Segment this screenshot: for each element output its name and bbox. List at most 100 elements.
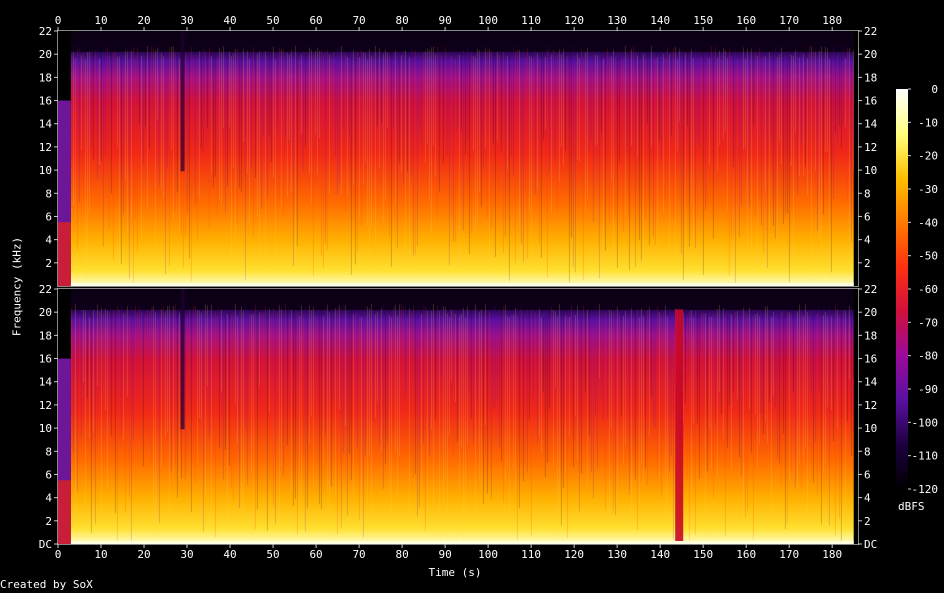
x-tick-label-bottom: 10: [94, 548, 107, 561]
x-tick-label-bottom: 60: [309, 548, 322, 561]
y-tick-label-right: 6: [864, 210, 871, 223]
colorbar-tick-label: -10: [918, 116, 938, 129]
plot-border: [57, 30, 859, 287]
x-tick-label-bottom: 170: [779, 548, 799, 561]
x-tick-label-bottom: 130: [607, 548, 627, 561]
y-tick-label-left: 4: [45, 492, 52, 505]
x-tick-label-top: 30: [180, 14, 193, 27]
y-tick-label-right: 8: [864, 445, 871, 458]
x-tick-label-bottom: 70: [352, 548, 365, 561]
y-tick-label-right: 16: [864, 353, 877, 366]
colorbar-tick-label: -90: [918, 383, 938, 396]
y-tick-label-left: 8: [45, 445, 52, 458]
colorbar-tick-label: -110: [912, 450, 939, 463]
y-tick-label-left: 20: [39, 306, 52, 319]
credit-text: Created by SoX: [0, 578, 93, 591]
y-tick-label-left: 8: [45, 187, 52, 200]
x-tick-label-top: 160: [736, 14, 756, 27]
y-tick-label-left: 22: [39, 283, 52, 296]
x-tick-label-top: 140: [650, 14, 670, 27]
x-tick-label-top: 110: [521, 14, 541, 27]
x-tick-label-bottom: 100: [478, 548, 498, 561]
x-tick-label-bottom: 160: [736, 548, 756, 561]
x-tick-label-bottom: 180: [822, 548, 842, 561]
x-axis-label: Time (s): [428, 566, 482, 579]
y-tick-label-right: 22: [864, 25, 877, 38]
y-tick-label-right: 20: [864, 48, 877, 61]
x-tick-label-bottom: 0: [55, 548, 62, 561]
dc-line: [70, 541, 854, 544]
colorbar-tick-label: -80: [918, 350, 938, 363]
y-tick-label-left: 18: [39, 71, 52, 84]
x-tick-label-top: 0: [55, 14, 62, 27]
y-tick-label-left: 12: [39, 399, 52, 412]
x-tick-label-top: 10: [94, 14, 107, 27]
y-tick-label-left: 10: [39, 164, 52, 177]
x-tick-label-top: 180: [822, 14, 842, 27]
y-tick-label-right: DC: [864, 538, 877, 551]
y-tick-label-left: 18: [39, 329, 52, 342]
y-tick-label-left: 10: [39, 422, 52, 435]
x-tick-label-bottom: 20: [137, 548, 150, 561]
x-tick-label-top: 60: [309, 14, 322, 27]
x-tick-label-bottom: 80: [395, 548, 408, 561]
y-tick-label-left: 2: [45, 257, 52, 270]
y-tick-label-right: 20: [864, 306, 877, 319]
y-tick-label-left: 4: [45, 234, 52, 247]
y-tick-label-right: 4: [864, 492, 871, 505]
colorbar-tick-label: 0: [931, 83, 938, 96]
gap-29s: [180, 289, 185, 430]
colorbar-tick-label: -120: [912, 483, 939, 496]
y-tick-label-right: 8: [864, 187, 871, 200]
energy-field: [70, 31, 854, 286]
y-tick-label-right: 12: [864, 399, 877, 412]
x-tick-label-top: 130: [607, 14, 627, 27]
x-tick-label-top: 170: [779, 14, 799, 27]
x-tick-label-bottom: 120: [564, 548, 584, 561]
intro-low: [58, 480, 71, 544]
colorbar-tick-label: -70: [918, 316, 938, 329]
y-tick-label-left: 2: [45, 515, 52, 528]
y-tick-label-right: 4: [864, 234, 871, 247]
x-tick-label-bottom: 140: [650, 548, 670, 561]
x-tick-label-top: 40: [223, 14, 236, 27]
colorbar-tick-label: -100: [912, 416, 939, 429]
y-tick-label-right: 22: [864, 283, 877, 296]
x-tick-label-bottom: 110: [521, 548, 541, 561]
y-tick-label-right: 16: [864, 95, 877, 108]
x-tick-label-top: 20: [137, 14, 150, 27]
y-tick-label-left: 16: [39, 95, 52, 108]
y-tick-label-right: 12: [864, 141, 877, 154]
y-tick-label-left: 6: [45, 210, 52, 223]
y-tick-label-right: 10: [864, 422, 877, 435]
y-tick-label-left: 22: [39, 25, 52, 38]
x-tick-label-top: 120: [564, 14, 584, 27]
x-tick-label-bottom: 40: [223, 548, 236, 561]
y-tick-label-left: 12: [39, 141, 52, 154]
y-tick-label-right: 18: [864, 71, 877, 84]
gap-29s: [180, 31, 185, 172]
energy-field: [70, 289, 854, 544]
dc-line: [70, 283, 854, 286]
x-tick-label-top: 50: [266, 14, 279, 27]
y-tick-label-left: 16: [39, 353, 52, 366]
x-tick-label-bottom: 30: [180, 548, 193, 561]
y-tick-label-left: DC: [39, 538, 52, 551]
y-tick-label-left: 14: [39, 118, 53, 131]
colorbar-tick-label: -30: [918, 183, 938, 196]
x-tick-label-top: 80: [395, 14, 408, 27]
plot-border: [57, 288, 859, 545]
colorbar-tick-label: -20: [918, 150, 938, 163]
colorbar-tick-label: -50: [918, 250, 938, 263]
y-tick-label-right: 6: [864, 468, 871, 481]
x-tick-label-top: 70: [352, 14, 365, 27]
y-tick-label-right: 10: [864, 164, 877, 177]
streak-texture: [70, 303, 854, 544]
y-tick-label-right: 14: [864, 118, 878, 131]
y-tick-label-right: 2: [864, 515, 871, 528]
x-tick-label-top: 90: [438, 14, 451, 27]
hf-cutoff-band: [70, 289, 854, 310]
y-tick-label-right: 18: [864, 329, 877, 342]
